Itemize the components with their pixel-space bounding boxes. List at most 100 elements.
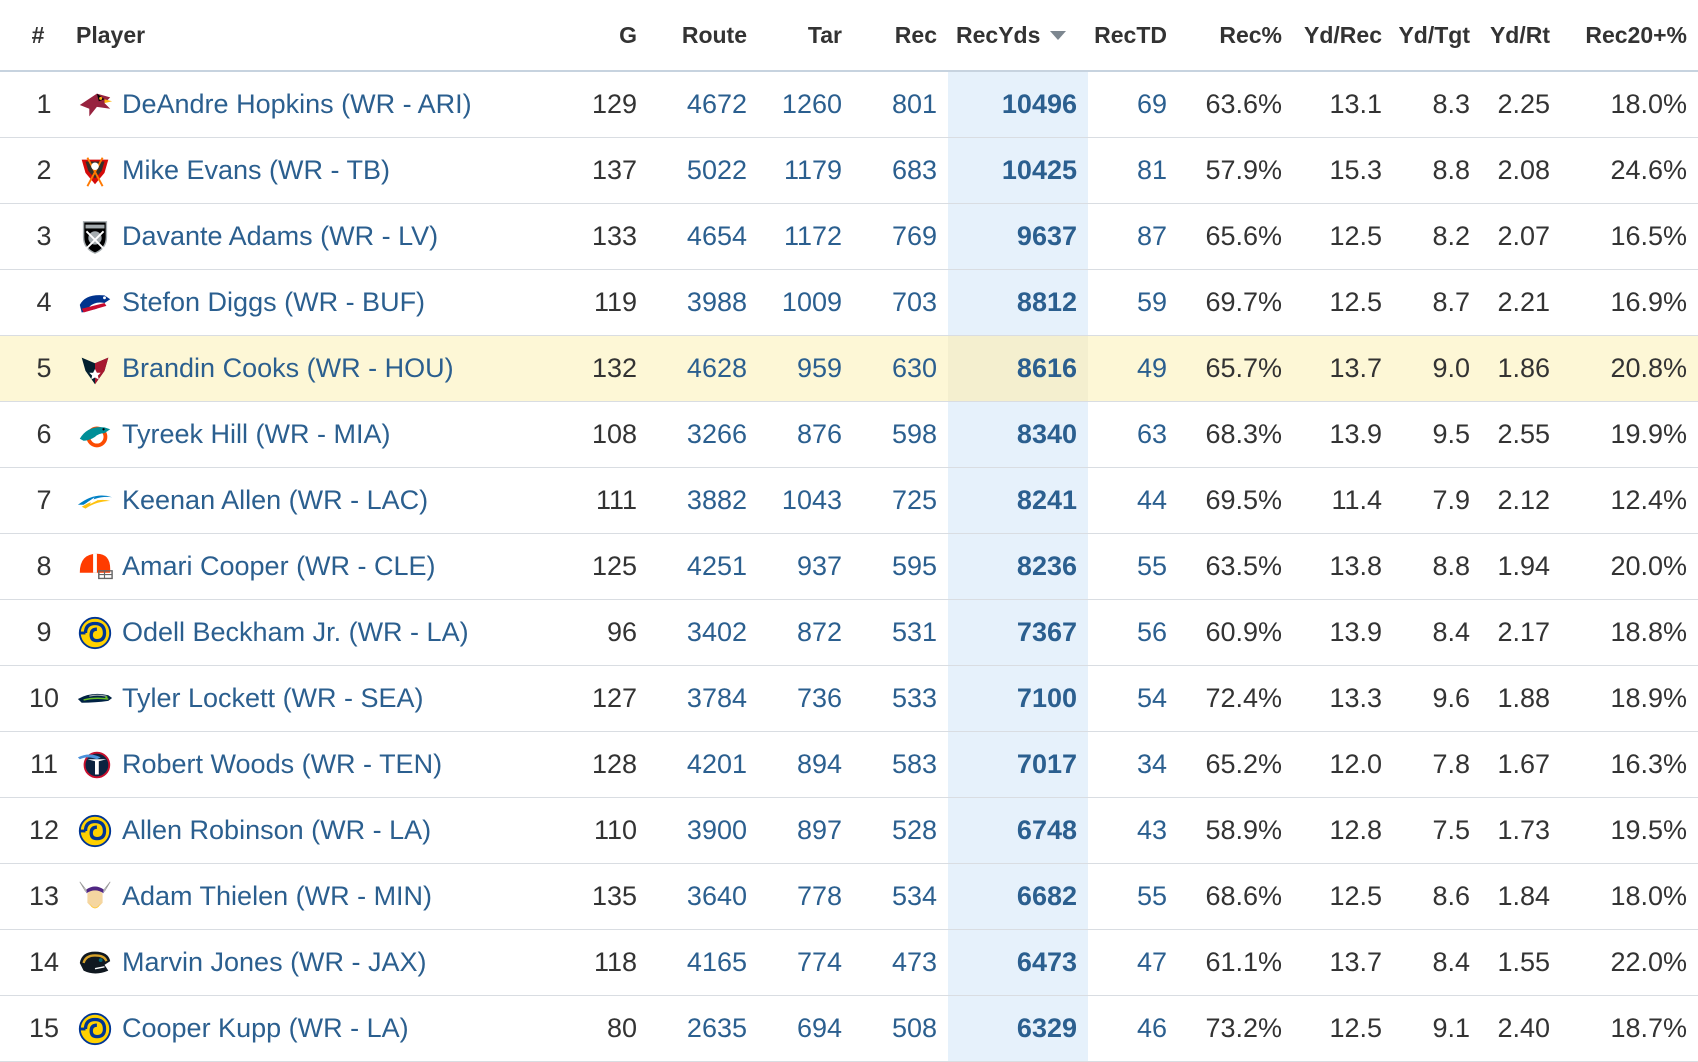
cell-rec[interactable]: 583 xyxy=(853,731,948,798)
player-name-link[interactable]: Brandin Cooks (WR - HOU) xyxy=(122,353,454,383)
cell-rec[interactable]: 683 xyxy=(853,137,948,204)
cell-route[interactable]: 4251 xyxy=(648,533,758,600)
cell-rectd[interactable]: 87 xyxy=(1088,203,1178,270)
cell-route[interactable]: 3402 xyxy=(648,599,758,666)
cell-rectd[interactable]: 81 xyxy=(1088,137,1178,204)
cell-rec[interactable]: 473 xyxy=(853,929,948,996)
cell-tar[interactable]: 1260 xyxy=(758,71,853,138)
cell-tar[interactable]: 876 xyxy=(758,401,853,468)
cell-tar[interactable]: 1172 xyxy=(758,203,853,270)
column-header-rectd[interactable]: RecTD xyxy=(1088,0,1178,72)
column-header-ydrec[interactable]: Yd/Rec xyxy=(1293,0,1393,72)
cell-rectd[interactable]: 49 xyxy=(1088,335,1178,402)
table-row[interactable]: 2 Mike Evans (WR - TB) 137 5022 1179 683 10425… xyxy=(0,137,1698,204)
column-header-rec20[interactable]: Rec20+% xyxy=(1561,0,1698,72)
cell-tar[interactable]: 1043 xyxy=(758,467,853,534)
cell-rectd[interactable]: 34 xyxy=(1088,731,1178,798)
player-name-link[interactable]: Keenan Allen (WR - LAC) xyxy=(122,485,429,515)
table-row[interactable]: 15 Cooper Kupp (WR - LA) 80 2635 694 508 6329 4… xyxy=(0,995,1698,1062)
cell-tar[interactable]: 897 xyxy=(758,797,853,864)
cell-rectd[interactable]: 56 xyxy=(1088,599,1178,666)
cell-route[interactable]: 4628 xyxy=(648,335,758,402)
cell-rec[interactable]: 534 xyxy=(853,863,948,930)
cell-route[interactable]: 4201 xyxy=(648,731,758,798)
cell-rec[interactable]: 598 xyxy=(853,401,948,468)
cell-rec[interactable]: 531 xyxy=(853,599,948,666)
cell-rec[interactable]: 769 xyxy=(853,203,948,270)
table-row[interactable]: 11 Robert Woods (WR - TEN) 128 4201 894 583 70… xyxy=(0,731,1698,798)
table-row[interactable]: 13 Adam Thielen (WR - MIN) 135 3640 778 534 66… xyxy=(0,863,1698,930)
player-name-link[interactable]: Odell Beckham Jr. (WR - LA) xyxy=(122,617,469,647)
table-row[interactable]: 12 Allen Robinson (WR - LA) 110 3900 897 528 6… xyxy=(0,797,1698,864)
player-name-link[interactable]: Stefon Diggs (WR - BUF) xyxy=(122,287,426,317)
column-header-rank[interactable]: # xyxy=(0,0,76,72)
cell-tar[interactable]: 872 xyxy=(758,599,853,666)
column-header-route[interactable]: Route xyxy=(648,0,758,72)
table-row[interactable]: 8 Amari Cooper (WR - CLE) 125 4251 937 595 823… xyxy=(0,533,1698,600)
column-header-ydrt[interactable]: Yd/Rt xyxy=(1481,0,1561,72)
cell-rectd[interactable]: 54 xyxy=(1088,665,1178,732)
table-row[interactable]: 4 Stefon Diggs (WR - BUF) 119 3988 1009 703 88… xyxy=(0,269,1698,336)
cell-tar[interactable]: 694 xyxy=(758,995,853,1062)
column-header-tar[interactable]: Tar xyxy=(758,0,853,72)
player-name-link[interactable]: Robert Woods (WR - TEN) xyxy=(122,749,443,779)
cell-rec[interactable]: 801 xyxy=(853,71,948,138)
cell-rectd[interactable]: 44 xyxy=(1088,467,1178,534)
cell-rec[interactable]: 533 xyxy=(853,665,948,732)
cell-rec[interactable]: 725 xyxy=(853,467,948,534)
table-row[interactable]: 7 Keenan Allen (WR - LAC) 111 3882 1043 725 82… xyxy=(0,467,1698,534)
cell-route[interactable]: 2635 xyxy=(648,995,758,1062)
cell-route[interactable]: 3640 xyxy=(648,863,758,930)
player-name-link[interactable]: DeAndre Hopkins (WR - ARI) xyxy=(122,89,472,119)
player-name-link[interactable]: Marvin Jones (WR - JAX) xyxy=(122,947,427,977)
cell-rectd[interactable]: 63 xyxy=(1088,401,1178,468)
cell-tar[interactable]: 778 xyxy=(758,863,853,930)
cell-route[interactable]: 3784 xyxy=(648,665,758,732)
column-header-rec[interactable]: Rec xyxy=(853,0,948,72)
cell-rec[interactable]: 508 xyxy=(853,995,948,1062)
cell-rec[interactable]: 528 xyxy=(853,797,948,864)
cell-tar[interactable]: 736 xyxy=(758,665,853,732)
cell-route[interactable]: 4672 xyxy=(648,71,758,138)
cell-tar[interactable]: 937 xyxy=(758,533,853,600)
cell-tar[interactable]: 894 xyxy=(758,731,853,798)
cell-route[interactable]: 3882 xyxy=(648,467,758,534)
player-name-link[interactable]: Allen Robinson (WR - LA) xyxy=(122,815,432,845)
cell-route[interactable]: 3900 xyxy=(648,797,758,864)
column-header-ydtgt[interactable]: Yd/Tgt xyxy=(1393,0,1481,72)
cell-rec[interactable]: 630 xyxy=(853,335,948,402)
player-name-link[interactable]: Mike Evans (WR - TB) xyxy=(122,155,391,185)
cell-rec[interactable]: 595 xyxy=(853,533,948,600)
cell-rectd[interactable]: 59 xyxy=(1088,269,1178,336)
cell-route[interactable]: 4165 xyxy=(648,929,758,996)
column-header-recpct[interactable]: Rec% xyxy=(1178,0,1293,72)
column-header-player[interactable]: Player xyxy=(76,0,538,72)
cell-tar[interactable]: 1179 xyxy=(758,137,853,204)
player-name-link[interactable]: Adam Thielen (WR - MIN) xyxy=(122,881,433,911)
player-name-link[interactable]: Cooper Kupp (WR - LA) xyxy=(122,1013,409,1043)
column-header-g[interactable]: G xyxy=(538,0,648,72)
cell-tar[interactable]: 1009 xyxy=(758,269,853,336)
table-row[interactable]: 1 DeAndre Hopkins (WR - ARI) 129 4672 1260 80… xyxy=(0,71,1698,138)
player-name-link[interactable]: Tyreek Hill (WR - MIA) xyxy=(122,419,391,449)
cell-route[interactable]: 3266 xyxy=(648,401,758,468)
table-row[interactable]: 3 Davante Adams (WR - LV) 133 4654 1172 769 96… xyxy=(0,203,1698,270)
table-row[interactable]: 14 Marvin Jones (WR - JAX) 118 4165 774 473 64… xyxy=(0,929,1698,996)
cell-rectd[interactable]: 69 xyxy=(1088,71,1178,138)
cell-route[interactable]: 3988 xyxy=(648,269,758,336)
cell-rectd[interactable]: 47 xyxy=(1088,929,1178,996)
player-name-link[interactable]: Davante Adams (WR - LV) xyxy=(122,221,439,251)
table-row[interactable]: 10 Tyler Lockett (WR - SEA) 127 3784 736 533 7… xyxy=(0,665,1698,732)
table-row[interactable]: 9 Odell Beckham Jr. (WR - LA) 96 3402 872 531… xyxy=(0,599,1698,666)
table-row[interactable]: 5 Brandin Cooks (WR - HOU) 132 4628 959 630 86… xyxy=(0,335,1698,402)
cell-rectd[interactable]: 43 xyxy=(1088,797,1178,864)
player-name-link[interactable]: Amari Cooper (WR - CLE) xyxy=(122,551,436,581)
column-header-recyds[interactable]: RecYds xyxy=(948,0,1088,72)
cell-rectd[interactable]: 55 xyxy=(1088,863,1178,930)
cell-tar[interactable]: 774 xyxy=(758,929,853,996)
cell-rectd[interactable]: 46 xyxy=(1088,995,1178,1062)
table-row[interactable]: 6 Tyreek Hill (WR - MIA) 108 3266 876 598 8340… xyxy=(0,401,1698,468)
cell-rec[interactable]: 703 xyxy=(853,269,948,336)
cell-rectd[interactable]: 55 xyxy=(1088,533,1178,600)
player-name-link[interactable]: Tyler Lockett (WR - SEA) xyxy=(122,683,424,713)
